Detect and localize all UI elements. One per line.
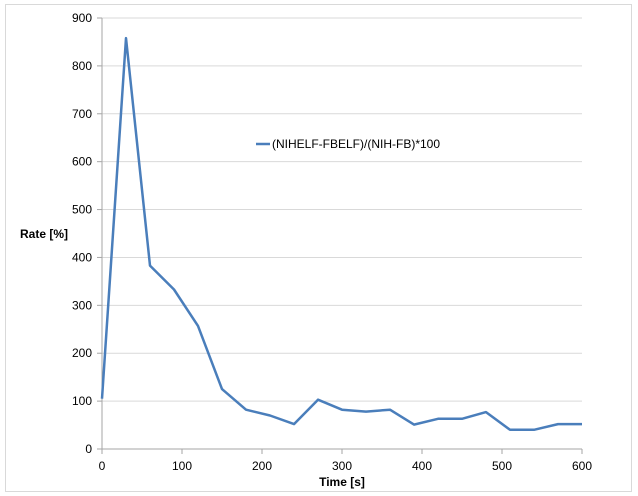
- y-tick-label: 700: [72, 107, 92, 121]
- y-tick-label: 300: [72, 298, 92, 312]
- y-tick-label: 600: [72, 155, 92, 169]
- chart-frame: [5, 4, 632, 492]
- x-tick-label: 100: [172, 459, 192, 473]
- x-tick-labels: 0 100 200 300 400 500 600: [99, 459, 593, 473]
- x-tick-label: 200: [252, 459, 272, 473]
- x-tick-label: 300: [332, 459, 352, 473]
- series-line: [100, 36, 582, 432]
- y-tick-label: 200: [72, 346, 92, 360]
- y-tick-labels: 0 100 200 300 400 500 600 700 800 900: [72, 11, 92, 456]
- y-tick-label: 900: [72, 11, 92, 25]
- gridlines: [102, 17, 582, 402]
- y-tick-label: 0: [85, 442, 92, 456]
- x-axis-title: Time [s]: [319, 475, 365, 489]
- y-axis-title: Rate [%]: [20, 227, 68, 241]
- x-tick-label: 400: [412, 459, 432, 473]
- axes: [97, 17, 583, 454]
- legend: (NIHELF-FBELF)/(NIH-FB)*100: [256, 137, 440, 151]
- y-tick-label: 500: [72, 203, 92, 217]
- x-tick-label: 500: [492, 459, 512, 473]
- x-tick-label: 0: [99, 459, 106, 473]
- series: [100, 36, 582, 432]
- y-tick-label: 100: [72, 394, 92, 408]
- legend-label: (NIHELF-FBELF)/(NIH-FB)*100: [272, 137, 440, 151]
- y-tick-label: 800: [72, 59, 92, 73]
- x-tick-label: 600: [572, 459, 592, 473]
- y-tick-label: 400: [72, 250, 92, 264]
